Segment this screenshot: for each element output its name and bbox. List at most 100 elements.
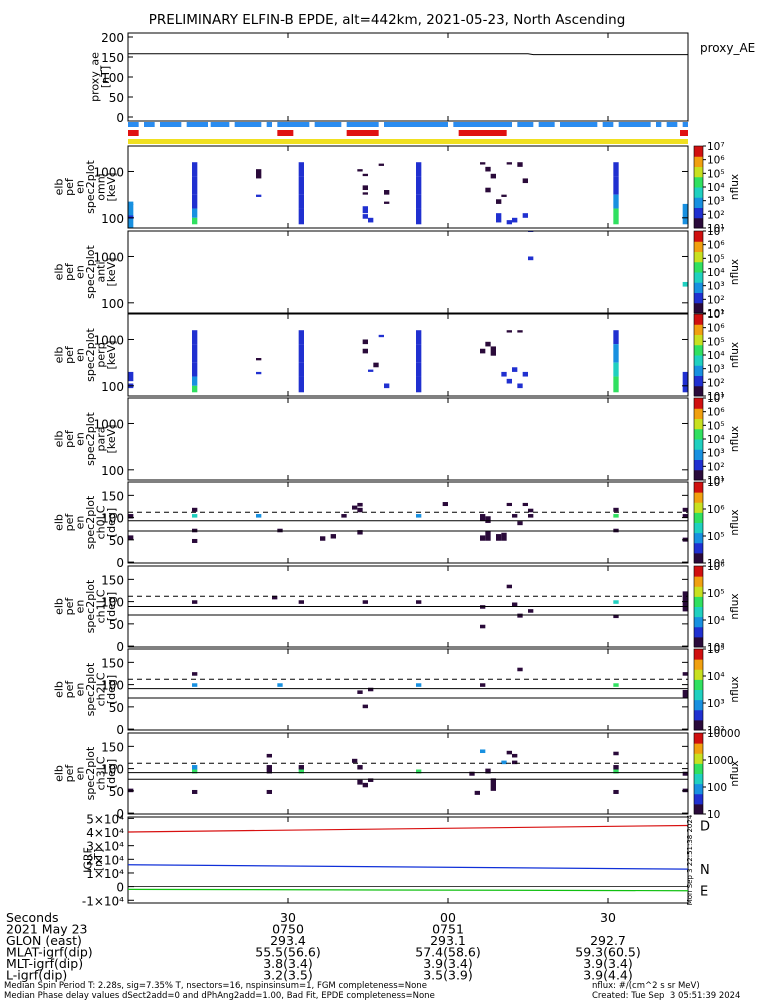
lc-cell [613, 614, 619, 619]
spec-cell [378, 334, 384, 338]
ylabel-part: ch1LC [95, 589, 108, 623]
science-zone-bar [602, 122, 614, 127]
lc-cell [528, 508, 534, 513]
lc-cell [416, 600, 422, 604]
proxy-ae-ylabel: proxy_ae[nT] [89, 52, 113, 102]
spec-panel-bg [128, 231, 688, 313]
ylabel-part: spec2plot [84, 245, 97, 299]
fgm-zone-bar [277, 130, 294, 136]
science-zone-bar [346, 122, 379, 127]
ylabel-part: pef [63, 177, 76, 196]
colorbar-label-s3-0: 10¹ [707, 475, 725, 487]
colorbar-label-s3-5: 10⁶ [707, 407, 725, 419]
spec-cell [480, 162, 486, 165]
ylabel-part: [nT] [92, 849, 105, 871]
science-zone-bar [128, 122, 139, 127]
lc-cell [352, 505, 358, 510]
ylabel-part: spec2plot [84, 160, 97, 214]
footer-row-label: L-igrf(dip) [6, 968, 67, 983]
lc-cell [192, 514, 198, 518]
igrf-line-E [127, 888, 689, 892]
lc-cell [298, 765, 304, 770]
lc-cell [480, 749, 486, 754]
colorbar-segment [694, 428, 703, 440]
igrf-tick-label: 4×10⁴ [86, 826, 124, 840]
footer-row-value: 3.9(3.4) [583, 956, 633, 971]
spec-cell [384, 201, 390, 204]
spec-cell [298, 362, 304, 377]
colorbar-segment [694, 355, 703, 366]
spec-cell [517, 162, 523, 167]
colorbar-segment [694, 616, 703, 628]
colorbar-label-s3-3: 10⁴ [707, 434, 725, 446]
colorbar-segment [694, 187, 703, 198]
lc-cell [341, 514, 347, 518]
science-zone-bar [682, 122, 688, 127]
spec-cell [506, 378, 512, 384]
science-zone-bar [517, 122, 534, 127]
spec-cell [298, 344, 304, 363]
colorbar-segment [694, 773, 703, 785]
lc-panel-bg [128, 482, 688, 563]
lc-cell [192, 765, 198, 770]
ylabel-part: pef [63, 597, 76, 616]
spec-cell [192, 362, 198, 377]
colorbar-segment [694, 314, 703, 325]
spec-cell [528, 256, 534, 261]
lc-cell [277, 683, 283, 687]
spec-cell [517, 330, 523, 333]
spec-cell [298, 194, 304, 209]
lc-panel-bg [128, 733, 688, 814]
spec-cell [416, 176, 422, 195]
igrf-tick-label: -1×10⁴ [82, 894, 124, 908]
spec-cell [506, 162, 512, 165]
colorbar-label-l0-3: 10⁷ [707, 477, 725, 489]
lc-tick-label: 150 [101, 489, 124, 503]
lc-cell [298, 769, 304, 774]
ylabel-part: en [74, 683, 87, 697]
science-zone-bar [538, 122, 555, 127]
ylabel-part: en [74, 516, 87, 530]
spec-cell [368, 369, 374, 372]
colorbar-label-l3-2: 1000 [707, 755, 734, 767]
spec-cell [128, 215, 134, 219]
colorbar-segment [694, 334, 703, 346]
colorbar-segment [694, 793, 703, 805]
colorbar-segment [694, 596, 703, 607]
lc-cell [416, 769, 422, 774]
spec-cell [517, 383, 523, 389]
spec-cell [128, 371, 134, 382]
lc-panel-frame [127, 481, 689, 564]
igrf-ylabel: IGRF[nT] [82, 847, 106, 873]
ylabel-part: ch2LC [95, 672, 108, 706]
colorbar-segment [694, 492, 703, 503]
ylabel-part: spec2plot [84, 412, 97, 466]
lc-cell [442, 502, 448, 507]
colorbar-label-l2-1: 10³ [707, 698, 725, 710]
spec-cell [501, 371, 507, 377]
colorbar-segment [694, 217, 703, 229]
spec-tick-label: 100 [101, 380, 124, 394]
colorbar-segment [694, 606, 703, 618]
spec-cell [362, 214, 368, 219]
colorbar-segment [694, 636, 703, 648]
igrf-legend-E: E [700, 885, 708, 900]
igrf-legend-N: N [700, 863, 710, 878]
lc-cell [298, 600, 304, 604]
ylabel-part: [keV] [105, 173, 118, 202]
colorbar-label-l1-0: 10³ [707, 642, 725, 654]
spec-cell [192, 194, 198, 209]
footer-row-label: MLT-igrf(dip) [6, 956, 83, 971]
lc-cell [128, 514, 134, 519]
footer-row-value: 55.5(56.6) [255, 945, 320, 960]
colorbar-segment [694, 231, 703, 242]
colorbar-segment [694, 459, 703, 471]
igrf-tick-label: 0 [116, 881, 124, 895]
spec-cell [485, 166, 491, 172]
colorbar-unit: nflux [729, 342, 741, 368]
ylabel-part: pef [63, 345, 76, 364]
colorbar-label-l0-0: 10⁴ [707, 558, 725, 570]
spec-cell [506, 330, 512, 333]
